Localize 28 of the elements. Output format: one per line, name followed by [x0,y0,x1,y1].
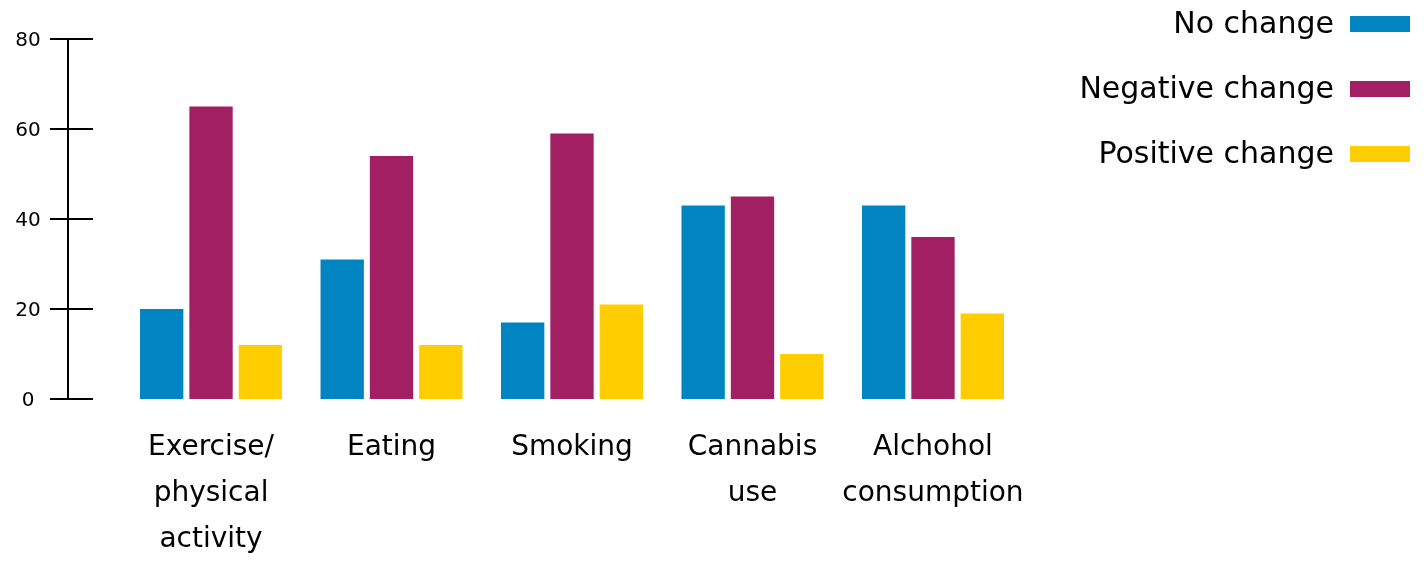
bar [599,304,643,399]
bar [780,354,824,399]
bar [238,345,283,399]
x-tick-label: Cannabis use [687,429,818,508]
x-tick-label: Alchohol consumption [842,429,1024,508]
bar [320,259,364,399]
y-tick-label: 80 [15,27,41,51]
bar [960,313,1004,399]
x-tick-label: Eating [346,429,437,462]
legend-label: Negative change [1079,69,1334,105]
y-tick-label: 20 [15,297,41,321]
bar [911,237,955,399]
bar [419,345,463,399]
bar [730,196,775,399]
bar [189,106,233,399]
legend-label: Positive change [1098,134,1334,170]
bar [501,322,545,399]
legend-label: No change [1173,4,1334,40]
x-tick-label: Exercise/ physical activity [148,429,275,554]
y-tick-label: 60 [15,117,41,141]
bar [369,156,414,399]
bar [681,205,725,399]
y-tick-label: 40 [15,207,41,231]
y-tick-label: 0 [21,387,35,411]
bar [550,133,594,399]
x-tick-label: Smoking [511,429,633,462]
bar [861,205,906,399]
bar [140,309,184,399]
